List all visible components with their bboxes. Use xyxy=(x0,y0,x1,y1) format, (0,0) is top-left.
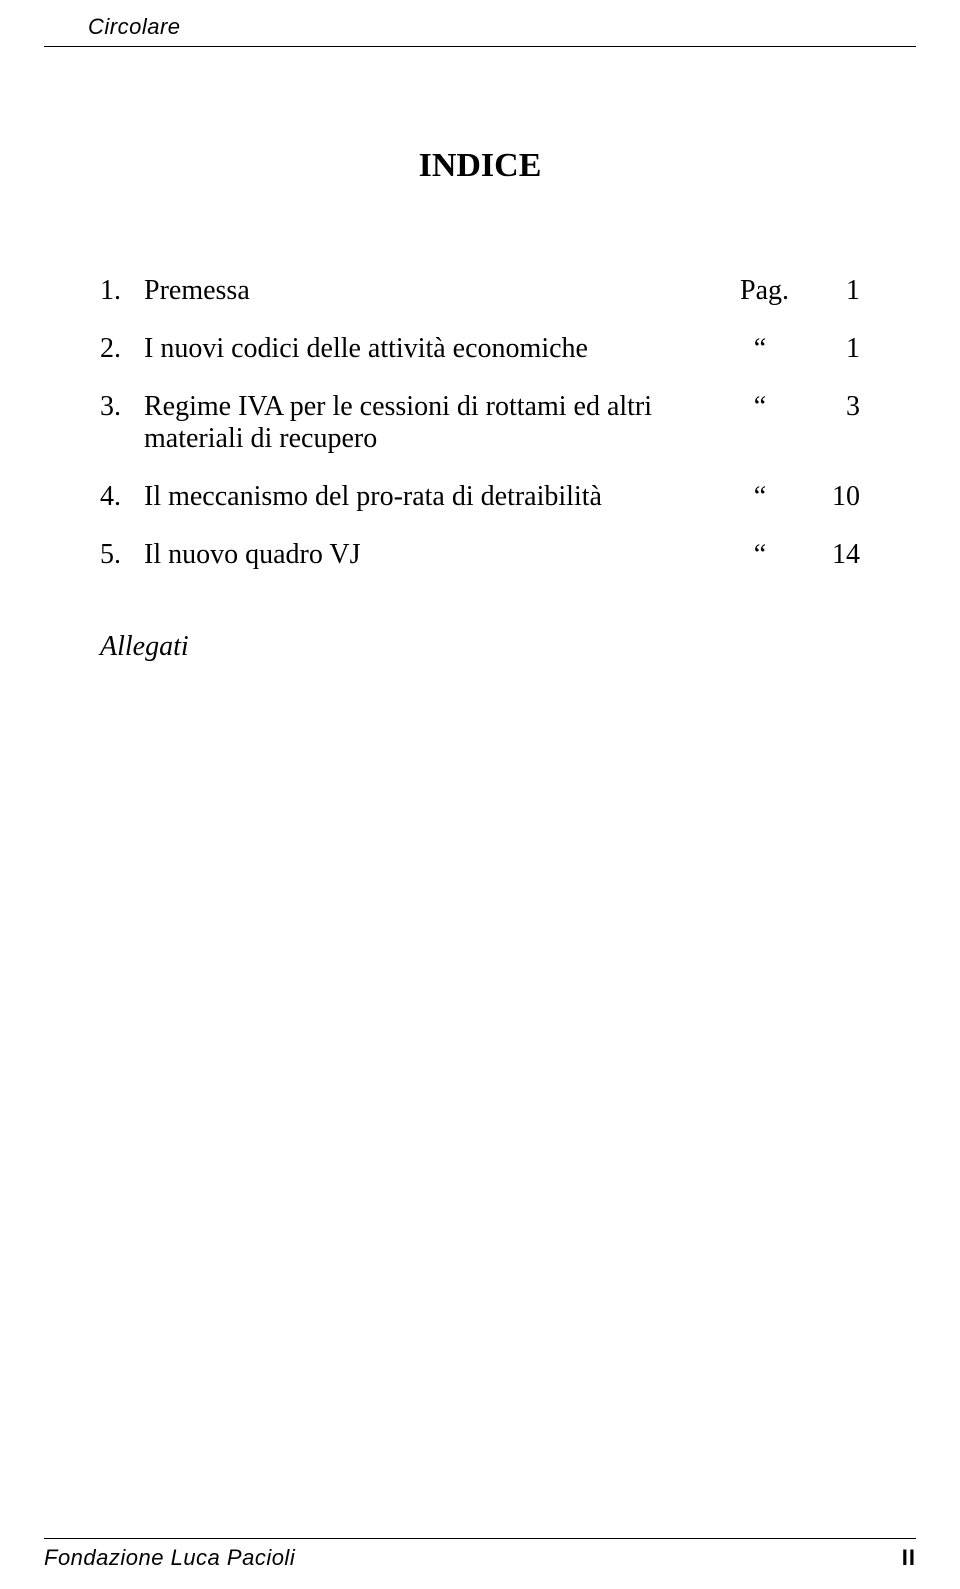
toc-page: 1 xyxy=(780,333,860,365)
toc-ditto: “ xyxy=(740,539,780,571)
footer-label: Fondazione Luca Pacioli xyxy=(44,1545,295,1571)
toc-row: 1. Premessa Pag. 1 xyxy=(100,275,860,307)
header-label: Circolare xyxy=(88,14,181,39)
toc-row: 4. Il meccanismo del pro-rata di detraib… xyxy=(100,481,860,513)
toc-ditto: “ xyxy=(740,333,780,365)
toc-row: 2. I nuovi codici delle attività economi… xyxy=(100,333,860,365)
toc-label: Regime IVA per le cessioni di rottami ed… xyxy=(144,391,740,455)
toc-page: 14 xyxy=(780,539,860,571)
toc-page: 1 xyxy=(780,275,860,307)
toc-ditto: Pag. xyxy=(740,275,780,307)
toc-number: 1. xyxy=(100,275,144,307)
toc-row: 5. Il nuovo quadro VJ “ 14 xyxy=(100,539,860,571)
toc-list: 1. Premessa Pag. 1 2. I nuovi codici del… xyxy=(100,275,860,571)
page-title: INDICE xyxy=(100,147,860,185)
page: Circolare INDICE 1. Premessa Pag. 1 2. I… xyxy=(0,0,960,1589)
page-footer: Fondazione Luca Pacioli II xyxy=(44,1538,916,1571)
toc-label: I nuovi codici delle attività economiche xyxy=(144,333,740,365)
toc-number: 2. xyxy=(100,333,144,365)
toc-label: Il nuovo quadro VJ xyxy=(144,539,740,571)
toc-row: 3. Regime IVA per le cessioni di rottami… xyxy=(100,391,860,455)
toc-number: 4. xyxy=(100,481,144,513)
toc-number: 3. xyxy=(100,391,144,423)
toc-page: 10 xyxy=(780,481,860,513)
page-header: Circolare xyxy=(44,0,916,47)
page-content: INDICE 1. Premessa Pag. 1 2. I nuovi cod… xyxy=(0,47,960,663)
toc-page: 3 xyxy=(780,391,860,423)
toc-ditto: “ xyxy=(740,391,780,423)
footer-page-number: II xyxy=(902,1545,916,1571)
toc-number: 5. xyxy=(100,539,144,571)
toc-label: Premessa xyxy=(144,275,740,307)
toc-ditto: “ xyxy=(740,481,780,513)
toc-label: Il meccanismo del pro-rata di detraibili… xyxy=(144,481,740,513)
allegati-label: Allegati xyxy=(100,631,860,663)
